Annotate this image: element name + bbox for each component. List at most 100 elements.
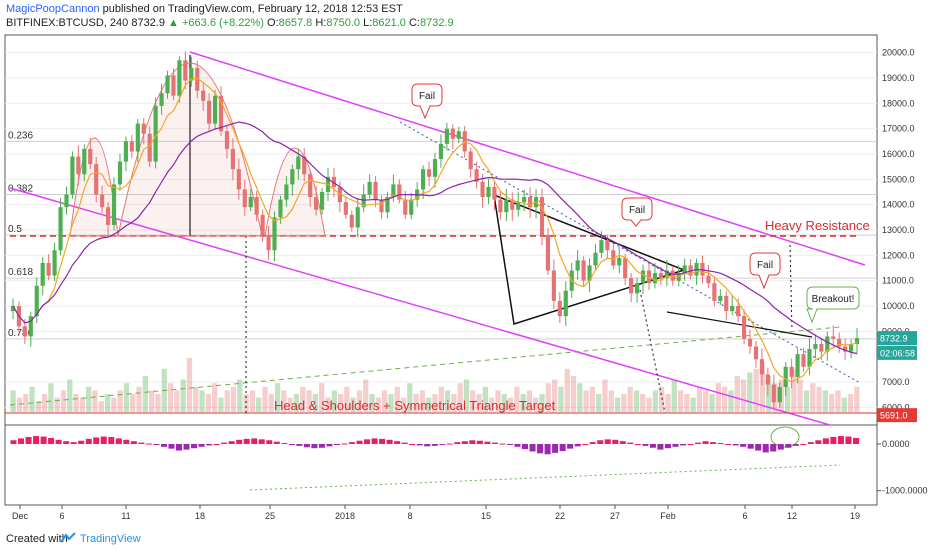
macd-bar [522,444,529,450]
volume-bar [558,386,564,412]
macd-axis[interactable]: 0.0000 -1000.0000 [877,439,928,496]
author-link[interactable]: MagicPoopCannon [6,3,100,15]
volume-bar [810,383,816,412]
macd-bar [740,444,747,447]
candle-body [617,257,622,266]
macd-bar [649,444,656,448]
volume-bar [325,397,331,412]
volume-bar [274,383,281,412]
volume-bar [149,390,155,412]
volume-bar [337,394,344,412]
price-tag-label: 02:06:58 [880,348,915,358]
candle-body [141,123,146,134]
macd-bar [499,443,506,445]
time-tick-label: 25 [265,511,275,521]
volume-bar [331,390,337,412]
candle-body [40,262,45,286]
candle-body [742,316,747,339]
macd-bar [672,444,679,447]
candle-body [664,270,669,279]
volume-bar [249,390,256,412]
candle-body [819,344,824,352]
candle-body [599,240,604,253]
macd-bar [815,440,822,444]
macd-bar [574,444,581,447]
target-label: Head & Shoulders + Symmetrical Triangle … [274,398,556,413]
macd-bar [221,442,228,444]
candle-body [319,192,325,210]
macd-bar [348,442,356,444]
fib-level-label: 0.786 [8,328,33,339]
macd-bar [559,444,566,451]
macd-bar [326,444,333,447]
volume-bar [784,386,791,412]
macd-trendline [249,464,841,491]
low-label: L: [363,17,373,29]
candle-body [551,270,556,301]
candle-body [522,197,527,203]
candle-body [789,366,794,377]
volume-bar [621,394,627,412]
macd-bar [108,437,115,444]
symbol-label[interactable]: BITFINEX:BTCUSD, 240 [6,17,129,29]
volume-bar [256,397,262,412]
macd-bar [537,444,544,454]
volume-bar [627,386,633,412]
macd-bar [679,444,686,446]
macd-bar [800,444,807,445]
candle-body [260,214,265,236]
time-tick-label: 15 [481,511,491,521]
macd-bar [506,444,513,445]
volume-bar [514,386,520,412]
macd-tick-label: -1000.0000 [882,486,928,496]
volume-bar [199,390,205,412]
macd-bar [597,440,604,444]
time-axis[interactable]: Dec 6 11 18 25 2018 8 15 22 27 Feb 6 12 19 [12,505,860,521]
macd-bar [627,442,634,444]
macd-bar [281,443,288,445]
macd-bar [273,441,280,444]
volume-bar [67,379,73,412]
volume-bar [526,390,533,412]
callout-text: Fail [629,205,645,216]
candle-body [438,143,444,160]
volume-bar [375,397,381,412]
candle-body [391,184,396,198]
candle-body [450,128,455,139]
volume-bar [394,386,400,412]
candle-body [575,260,580,271]
volume-bar [111,397,117,412]
candle-body [230,148,235,170]
volume-bar [23,394,29,412]
candle-body [94,164,99,195]
price-tag-box [877,408,917,423]
macd-bar [371,438,378,444]
macd-bar [687,444,694,445]
price-gridlines [5,52,877,408]
tradingview-logo-icon[interactable] [60,532,76,544]
volume-bar [381,390,388,412]
volume-bar [218,397,224,412]
macd-bar [807,442,814,444]
volume-bar [369,394,375,412]
candle-body [557,300,562,317]
candle-body [504,199,509,213]
candle-body [837,338,842,347]
macd-bar [619,441,626,444]
macd-bar [695,442,702,444]
candle-body [284,184,289,200]
candle-body [403,199,408,215]
price-tag-label: 8732.9 [880,334,908,344]
footer: Created with TradingView [0,528,932,550]
volume-bar [596,394,602,412]
candle-body [611,250,616,266]
macd-bar [567,444,574,449]
candle-body [712,283,717,301]
volume-bar [407,383,413,412]
candle-body [831,336,836,339]
volume-bar [766,376,772,412]
volume-bar [205,394,211,412]
price-tag-box [877,345,917,360]
tradingview-brand[interactable]: TradingView [80,533,141,545]
volume-bar [577,383,583,412]
